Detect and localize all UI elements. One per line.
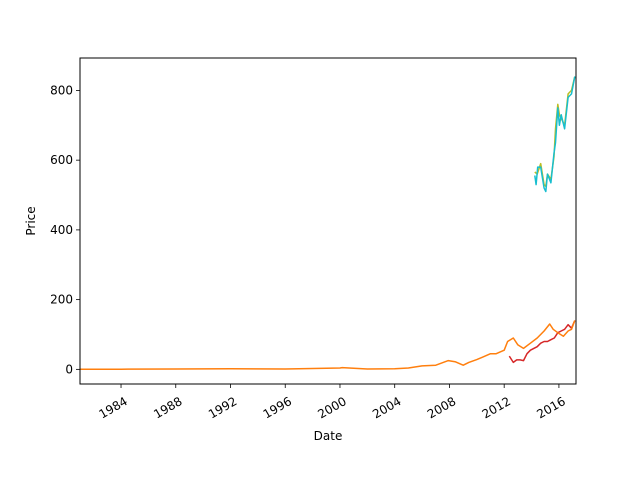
series-line-3 [80, 320, 576, 370]
series-layer [80, 76, 576, 370]
y-tick-label-3: 600 [50, 153, 73, 167]
y-tick-label-0: 0 [65, 362, 73, 376]
x-axis-label: Date [314, 429, 343, 443]
y-tick-label-4: 800 [50, 83, 73, 97]
y-tick-label-1: 200 [50, 293, 73, 307]
y-axis: 0 200 400 600 800 [50, 83, 80, 376]
plot-frame [79, 57, 577, 385]
series-line-2 [508, 320, 576, 364]
series-line-1 [534, 76, 576, 193]
y-tick-label-2: 400 [50, 223, 73, 237]
y-axis-label: Price [24, 206, 38, 235]
